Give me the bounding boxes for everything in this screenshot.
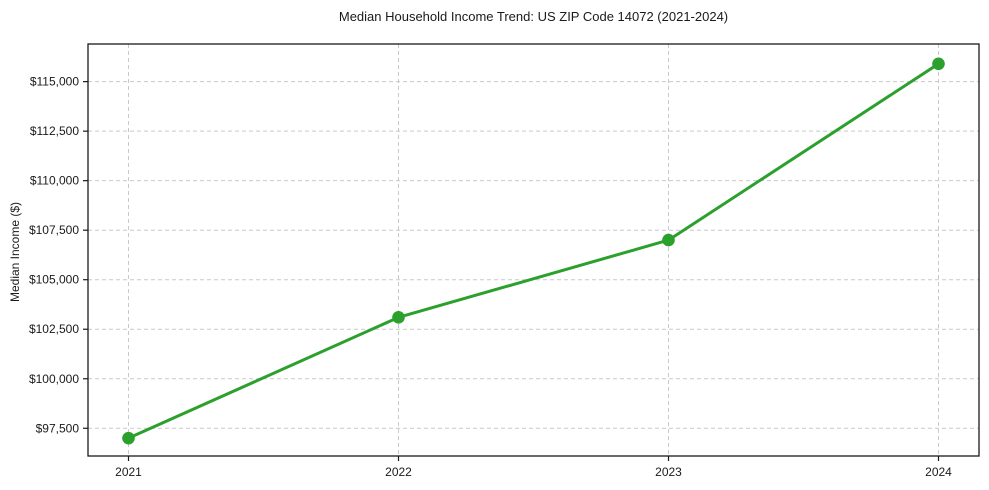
y-tick-label: $97,500: [36, 421, 80, 435]
y-tick-label: $102,500: [29, 322, 79, 336]
x-tick-label: 2022: [385, 465, 412, 479]
chart-title: Median Household Income Trend: US ZIP Co…: [338, 9, 729, 24]
y-tick-label: $112,500: [30, 124, 79, 138]
plot-border: [87, 43, 980, 457]
data-point-marker: [122, 431, 135, 445]
x-tick-label: 2021: [115, 465, 142, 479]
y-tick-label: $100,000: [29, 372, 79, 386]
income-trend-line: [127, 62, 940, 440]
data-point-marker: [662, 233, 675, 247]
x-tick-label: 2023: [655, 465, 682, 479]
data-point-marker: [932, 57, 945, 71]
y-tick-label: $115,000: [30, 75, 79, 89]
x-tick-label: 2024: [925, 465, 952, 479]
y-tick-label: $105,000: [29, 273, 79, 287]
y-axis-label: Median Income ($): [8, 201, 22, 303]
y-tick-label: $110,000: [30, 174, 79, 188]
data-point-marker: [392, 311, 405, 324]
y-tick-label: $107,500: [29, 223, 79, 237]
